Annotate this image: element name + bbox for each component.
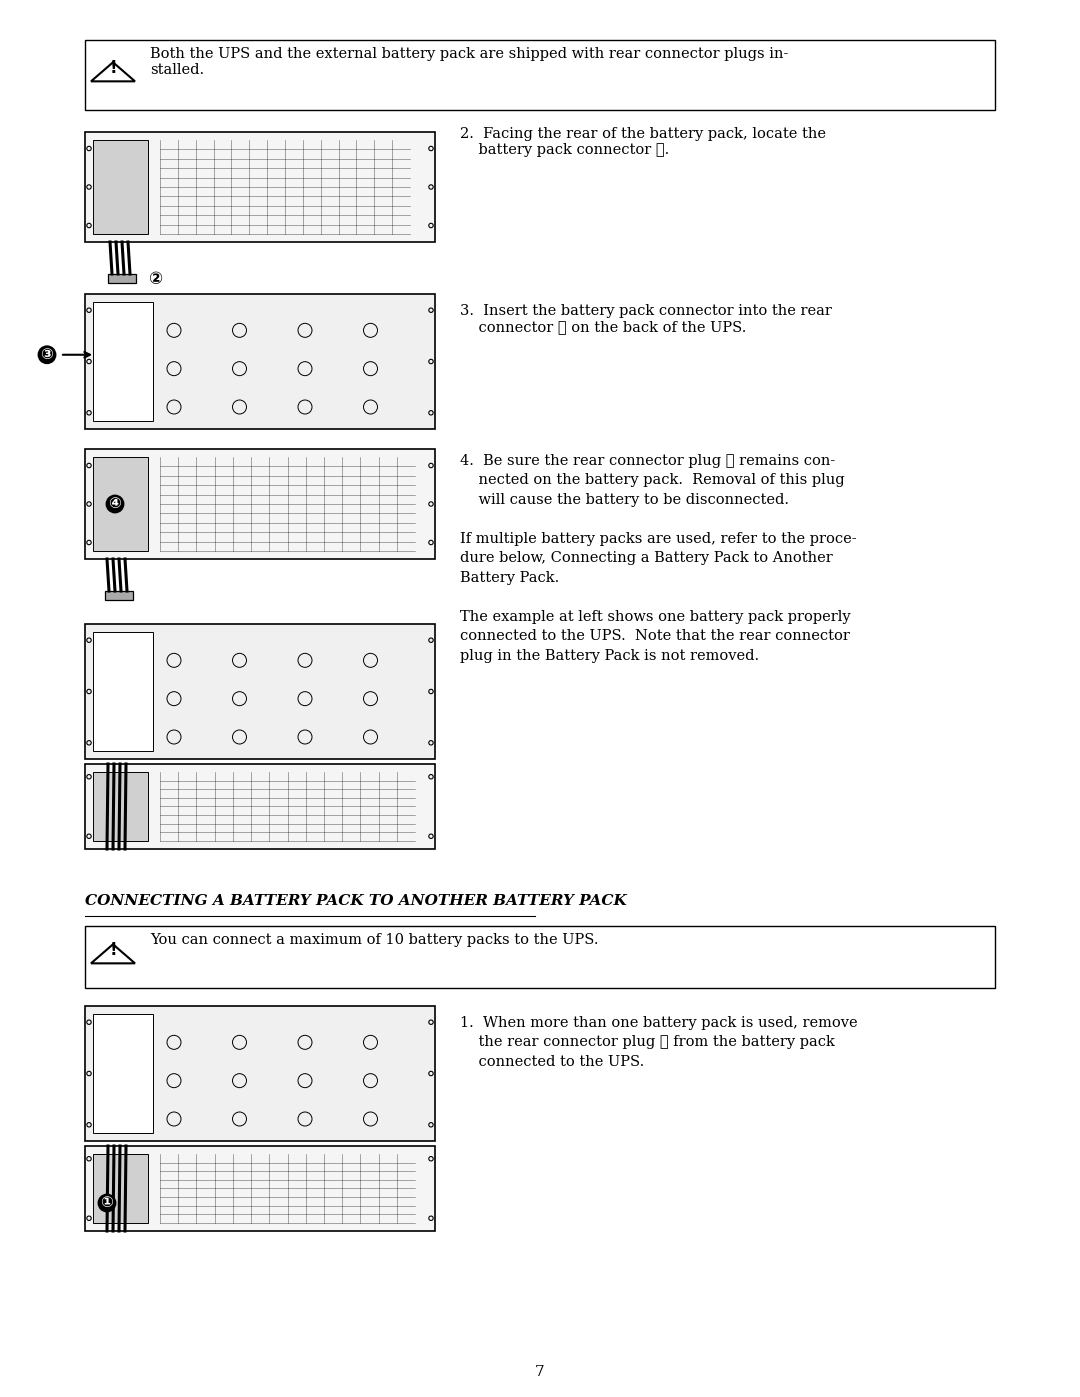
FancyBboxPatch shape	[93, 140, 148, 235]
Text: 7: 7	[536, 1365, 544, 1379]
FancyBboxPatch shape	[85, 293, 435, 429]
Text: !: !	[109, 942, 117, 960]
FancyBboxPatch shape	[85, 448, 435, 559]
FancyBboxPatch shape	[85, 1006, 435, 1141]
Text: CONNECTING A BATTERY PACK TO ANOTHER BATTERY PACK: CONNECTING A BATTERY PACK TO ANOTHER BAT…	[85, 894, 626, 908]
Text: 2.  Facing the rear of the battery pack, locate the
    battery pack connector ②: 2. Facing the rear of the battery pack, …	[460, 127, 826, 158]
Text: ④: ④	[109, 496, 121, 511]
FancyBboxPatch shape	[93, 1154, 148, 1222]
Text: ③: ③	[41, 348, 53, 362]
FancyBboxPatch shape	[93, 302, 153, 420]
FancyBboxPatch shape	[93, 457, 148, 550]
FancyBboxPatch shape	[93, 1014, 153, 1133]
Text: You can connect a maximum of 10 battery packs to the UPS.: You can connect a maximum of 10 battery …	[150, 933, 598, 947]
Text: !: !	[109, 59, 117, 77]
FancyBboxPatch shape	[108, 274, 136, 284]
Text: 3.  Insert the battery pack connector into the rear
    connector ③ on the back : 3. Insert the battery pack connector int…	[460, 305, 832, 334]
FancyBboxPatch shape	[85, 764, 435, 849]
FancyBboxPatch shape	[105, 591, 133, 599]
Text: ②: ②	[148, 270, 162, 288]
FancyBboxPatch shape	[85, 131, 435, 242]
Text: 1.  When more than one battery pack is used, remove
    the rear connector plug : 1. When more than one battery pack is us…	[460, 1016, 858, 1069]
Text: Both the UPS and the external battery pack are shipped with rear connector plugs: Both the UPS and the external battery pa…	[150, 47, 788, 77]
Text: 4.  Be sure the rear connector plug ④ remains con-
    nected on the battery pac: 4. Be sure the rear connector plug ④ rem…	[460, 454, 856, 664]
FancyBboxPatch shape	[85, 624, 435, 759]
FancyBboxPatch shape	[93, 773, 148, 841]
FancyBboxPatch shape	[85, 1146, 435, 1231]
FancyBboxPatch shape	[93, 631, 153, 752]
Text: ①: ①	[100, 1196, 113, 1210]
